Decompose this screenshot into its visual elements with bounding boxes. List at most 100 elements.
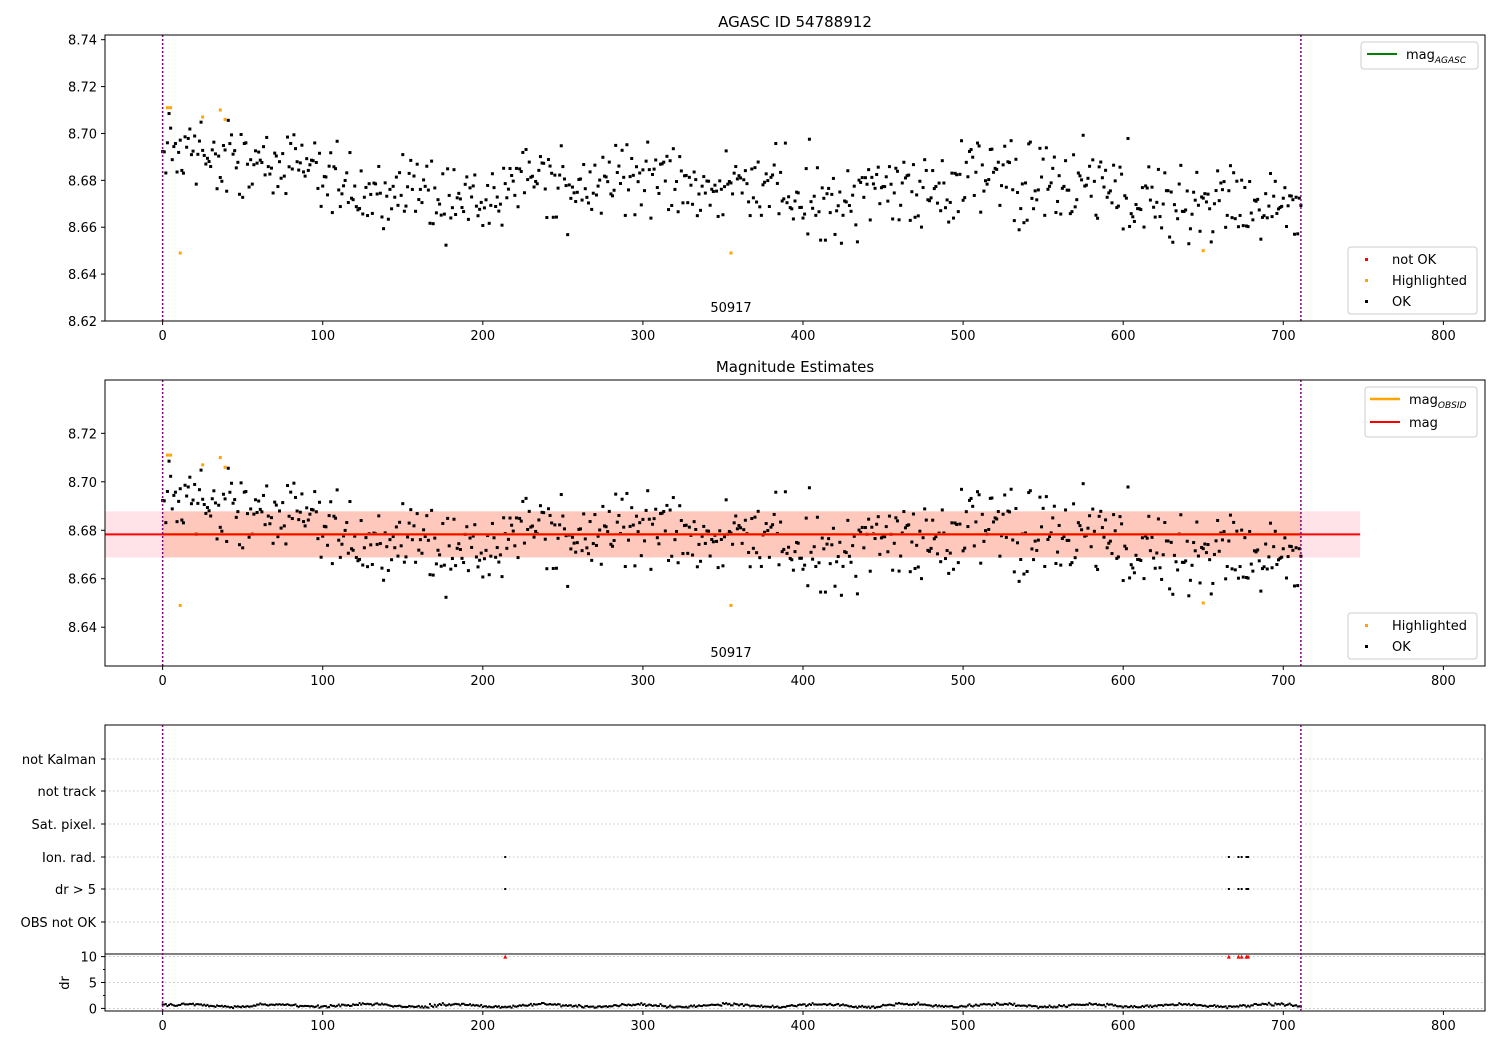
ok-point xyxy=(567,183,571,187)
dr-point xyxy=(1280,1002,1283,1005)
dr-point xyxy=(363,1003,366,1006)
ok-point xyxy=(506,537,510,541)
ok-point xyxy=(529,175,533,179)
ok-point xyxy=(268,172,272,176)
x-tick-label: 500 xyxy=(951,674,976,689)
ok-point xyxy=(369,192,373,196)
ok-point xyxy=(422,528,426,532)
ok-point xyxy=(684,173,688,177)
ok-point xyxy=(351,548,355,552)
ok-point xyxy=(409,158,413,162)
ok-point xyxy=(1091,158,1095,162)
ok-point xyxy=(945,198,949,202)
dr-point xyxy=(425,1006,428,1009)
dr-point xyxy=(1094,1002,1097,1005)
ok-point xyxy=(961,198,965,202)
ok-point xyxy=(1084,183,1088,187)
dr-point xyxy=(1175,1004,1178,1007)
dr-point xyxy=(419,1006,422,1009)
x-tick-label: 300 xyxy=(630,1019,655,1034)
dr-point xyxy=(1296,1005,1299,1008)
ok-point xyxy=(250,182,254,186)
dr-point xyxy=(1123,1005,1126,1008)
dr-point xyxy=(600,1006,603,1009)
dr-point xyxy=(344,1004,347,1007)
dr-point xyxy=(436,1004,439,1007)
dr-point xyxy=(810,1003,813,1006)
ok-point xyxy=(783,141,787,145)
ok-point xyxy=(726,182,730,186)
ok-point xyxy=(196,152,200,156)
dr-point xyxy=(709,1004,712,1007)
ok-point xyxy=(213,501,217,505)
ok-point xyxy=(993,166,997,170)
dr-point xyxy=(1234,1005,1237,1008)
ok-point xyxy=(950,171,954,175)
ok-point xyxy=(771,173,775,177)
ok-point xyxy=(729,181,733,185)
ok-point xyxy=(934,185,938,189)
ok-point xyxy=(891,568,895,572)
ok-point xyxy=(1212,202,1216,206)
ok-point xyxy=(252,163,256,167)
ok-point xyxy=(964,510,968,514)
dr-point xyxy=(656,1005,659,1008)
dr-point xyxy=(432,1005,435,1008)
dr-point xyxy=(696,1005,699,1008)
dr-point xyxy=(558,1003,561,1006)
ok-point xyxy=(895,169,899,173)
dr-point xyxy=(465,1003,468,1006)
ok-point xyxy=(490,172,494,176)
dr-point xyxy=(589,1005,592,1008)
ok-point xyxy=(1256,548,1260,552)
agasc-legend-points: not OK Highlighted OK xyxy=(1347,246,1478,315)
y-tick-label: 8.72 xyxy=(68,427,97,442)
dr-point xyxy=(252,1004,255,1007)
dr-point xyxy=(1167,1004,1170,1007)
ok-point xyxy=(290,167,294,171)
ok-point xyxy=(303,524,307,528)
ok-point xyxy=(1169,190,1173,194)
dr-point xyxy=(864,1005,867,1008)
dr-point xyxy=(1247,1004,1250,1007)
ok-point xyxy=(457,542,461,546)
ok-point xyxy=(740,541,744,545)
ok-point xyxy=(976,490,980,494)
ok-point xyxy=(460,556,464,560)
ok-point xyxy=(553,173,557,177)
dr-point xyxy=(169,1002,172,1005)
ok-point xyxy=(819,238,823,242)
dr-point xyxy=(387,1004,390,1007)
ok-point xyxy=(1228,164,1232,168)
ok-point xyxy=(1112,163,1116,167)
ok-point xyxy=(350,196,354,200)
ok-point xyxy=(490,521,494,525)
ok-point xyxy=(1297,547,1301,551)
dr-point xyxy=(1030,1005,1033,1008)
dr-point xyxy=(720,1004,723,1007)
dr-capped-marker xyxy=(1246,954,1251,959)
ok-point xyxy=(578,527,582,531)
ok-point xyxy=(873,186,877,190)
ok-point xyxy=(1240,178,1244,182)
ok-point xyxy=(996,160,1000,164)
dr-point xyxy=(1261,1002,1264,1005)
dr-point xyxy=(219,1005,222,1008)
dr-point xyxy=(1255,1003,1258,1006)
ok-point xyxy=(652,167,656,171)
ok-point xyxy=(546,158,550,162)
ok-point xyxy=(572,541,576,545)
ok-point xyxy=(478,207,482,211)
ok-point xyxy=(498,202,502,206)
dr-point xyxy=(1114,1004,1117,1007)
ok-point xyxy=(755,200,759,204)
dr-point xyxy=(227,1005,230,1008)
ok-point xyxy=(1188,227,1192,231)
ok-point xyxy=(1206,543,1210,547)
ok-point xyxy=(410,187,414,191)
ok-point xyxy=(990,496,994,500)
ok-point xyxy=(630,156,634,160)
ok-point xyxy=(759,564,763,568)
ok-point xyxy=(1043,213,1047,217)
ok-point xyxy=(1150,185,1154,189)
